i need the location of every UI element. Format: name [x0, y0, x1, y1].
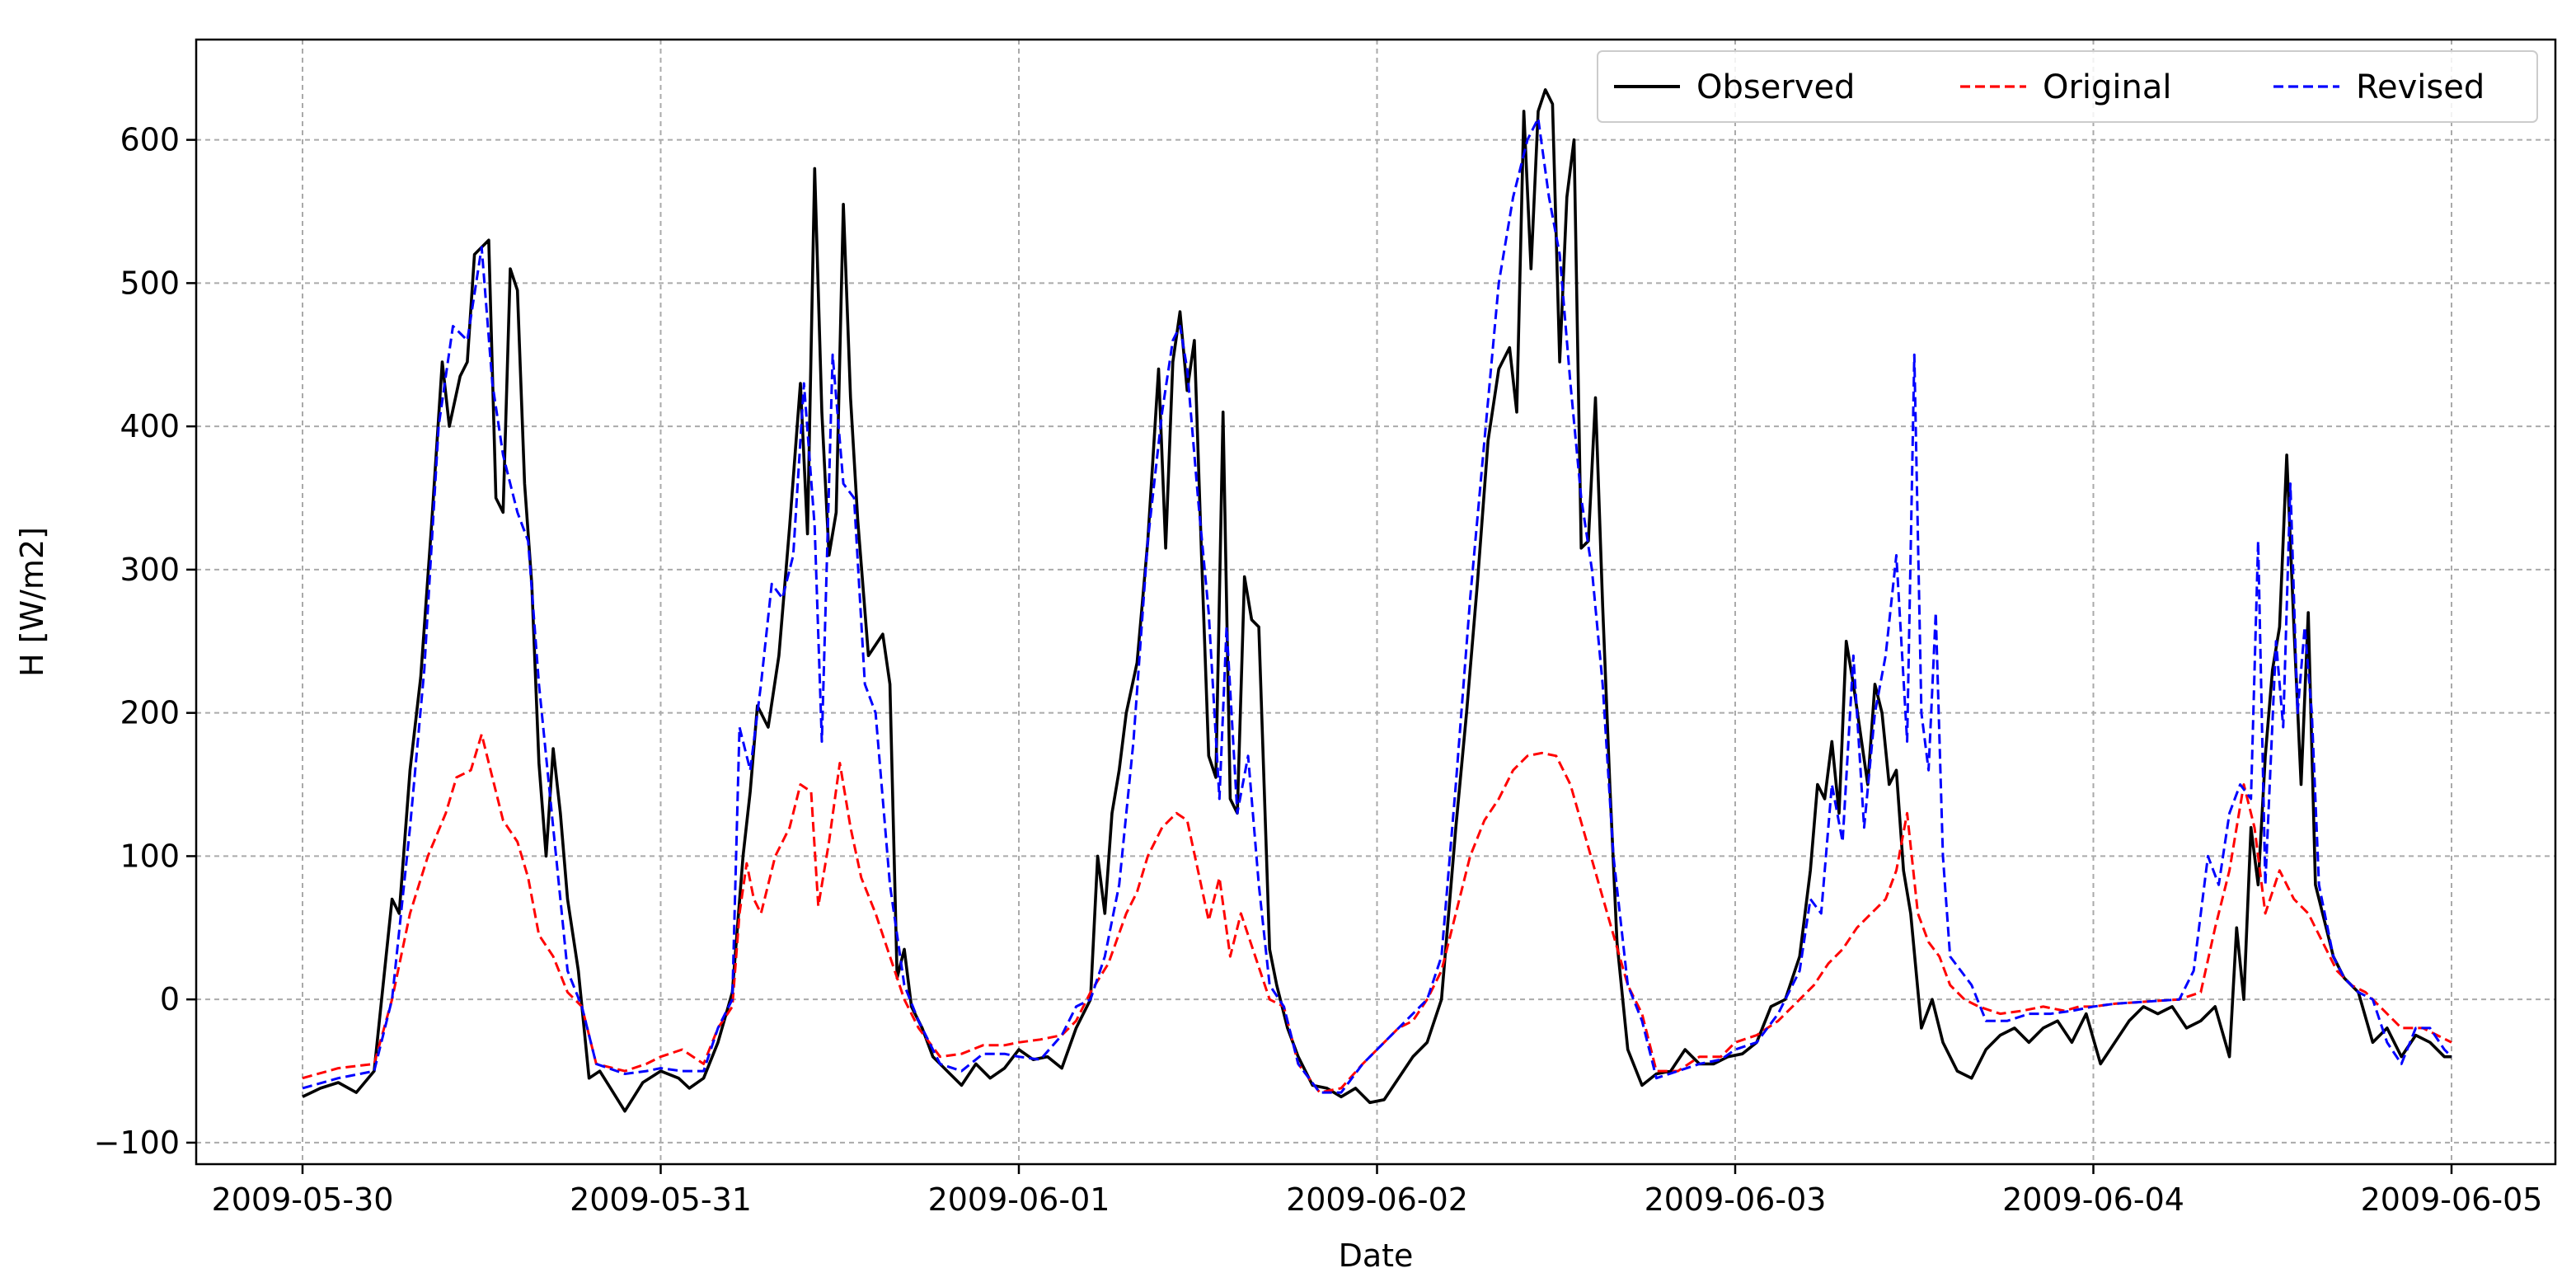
y-tick-label: 300: [120, 552, 180, 588]
y-tick-label: 500: [120, 265, 180, 301]
x-tick-label: 2009-06-03: [1645, 1181, 1827, 1218]
y-tick-label: 200: [120, 695, 180, 731]
x-axis: 2009-05-30 2009-05-31 2009-06-01 2009-06-02…: [212, 1164, 2543, 1218]
series-line-original: [302, 733, 2452, 1094]
legend-label-revised: Revised: [2356, 68, 2485, 106]
series-layer: [302, 88, 2453, 1113]
x-tick-label: 2009-06-02: [1286, 1181, 1468, 1218]
y-axis: −100 0 100 200 300 400 500 600: [94, 122, 196, 1161]
legend-label-original: Original: [2043, 68, 2172, 106]
plot-frame: [195, 38, 2557, 1166]
x-tick-label: 2009-06-04: [2002, 1181, 2184, 1218]
x-axis-label: Date: [1339, 1238, 1414, 1274]
grid: [196, 40, 2555, 1164]
x-tick-label: 2009-05-31: [570, 1181, 752, 1218]
legend: Observed Original Revised: [1597, 50, 2538, 123]
series-line-revised: [302, 117, 2453, 1094]
y-tick-label: 100: [120, 838, 180, 874]
x-tick-label: 2009-06-05: [2361, 1181, 2543, 1218]
y-axis-label: H [W/m2]: [14, 527, 50, 677]
y-tick-label: 0: [160, 981, 180, 1017]
series-line-observed: [302, 88, 2452, 1113]
y-tick-label: 400: [120, 408, 180, 444]
legend-box: [1597, 50, 2538, 123]
x-tick-label: 2009-05-30: [212, 1181, 394, 1218]
legend-label-observed: Observed: [1696, 68, 1855, 106]
y-tick-label: −100: [94, 1125, 180, 1161]
x-tick-label: 2009-06-01: [928, 1181, 1110, 1218]
y-tick-label: 600: [120, 122, 180, 158]
